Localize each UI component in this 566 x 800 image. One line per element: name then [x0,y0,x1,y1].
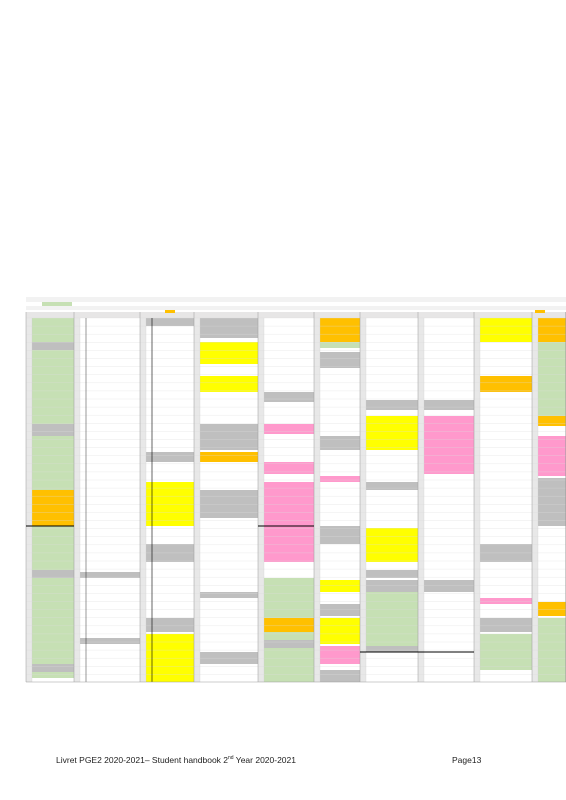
event-block [32,490,74,526]
event-block [146,482,194,526]
event-block [200,452,258,462]
event-block [320,476,360,482]
event-block [80,572,140,578]
event-block [146,452,194,462]
event-block [538,602,566,616]
event-block [320,670,360,682]
event-block [32,342,74,350]
event-block [538,416,566,426]
event-block [264,640,314,648]
header-tag [165,310,175,313]
event-block [146,634,194,682]
page-number: Page13 [452,755,482,765]
event-block [264,392,314,402]
day-number-strip [532,318,538,682]
day-number-strip [26,318,32,682]
event-block [264,462,314,474]
event-block [538,318,566,342]
event-block [200,592,258,598]
event-block [366,570,418,578]
event-block [320,580,360,592]
day-number-strip [474,318,480,682]
event-block [480,318,532,342]
event-block [480,618,532,632]
event-block [264,424,314,434]
event-block [320,436,360,450]
event-block [264,482,314,562]
event-block [480,380,532,392]
event-block [538,478,566,526]
event-block [80,638,140,644]
event-block [200,376,258,392]
day-number-strip [74,318,80,682]
event-block [320,618,360,644]
event-block [366,528,418,562]
event-block [200,318,258,338]
header-band [26,306,566,310]
event-block [146,318,194,326]
event-block [320,526,360,544]
header-band [26,312,566,318]
event-block [200,424,258,450]
event-block [480,634,532,670]
day-number-strip [360,318,366,682]
event-block [366,580,418,592]
event-block [32,664,74,672]
event-block [538,342,566,418]
header-tag [535,310,545,313]
event-block [480,598,532,604]
event-block [424,416,474,474]
event-block [320,318,360,342]
event-block [200,342,258,364]
event-block [320,352,360,368]
event-block [366,646,418,652]
event-block [200,490,258,518]
event-block [538,436,566,476]
event-block [32,570,74,578]
event-block [366,400,418,410]
day-number-strip [258,318,264,682]
event-block [320,342,360,348]
event-block [424,400,474,410]
event-block [32,424,74,436]
event-block [200,652,258,664]
event-block [320,646,360,664]
event-block [366,482,418,490]
event-block [264,618,314,632]
day-number-strip [194,318,200,682]
footer-title: Livret PGE2 2020-2021– Student handbook … [56,755,296,765]
header-band [26,297,566,302]
day-number-strip [314,318,320,682]
day-number-strip [418,318,424,682]
event-block [424,580,474,592]
header-tag [42,302,72,306]
event-block [146,618,194,632]
day-number-strip [140,318,146,682]
event-block [366,416,418,450]
event-block [320,604,360,616]
